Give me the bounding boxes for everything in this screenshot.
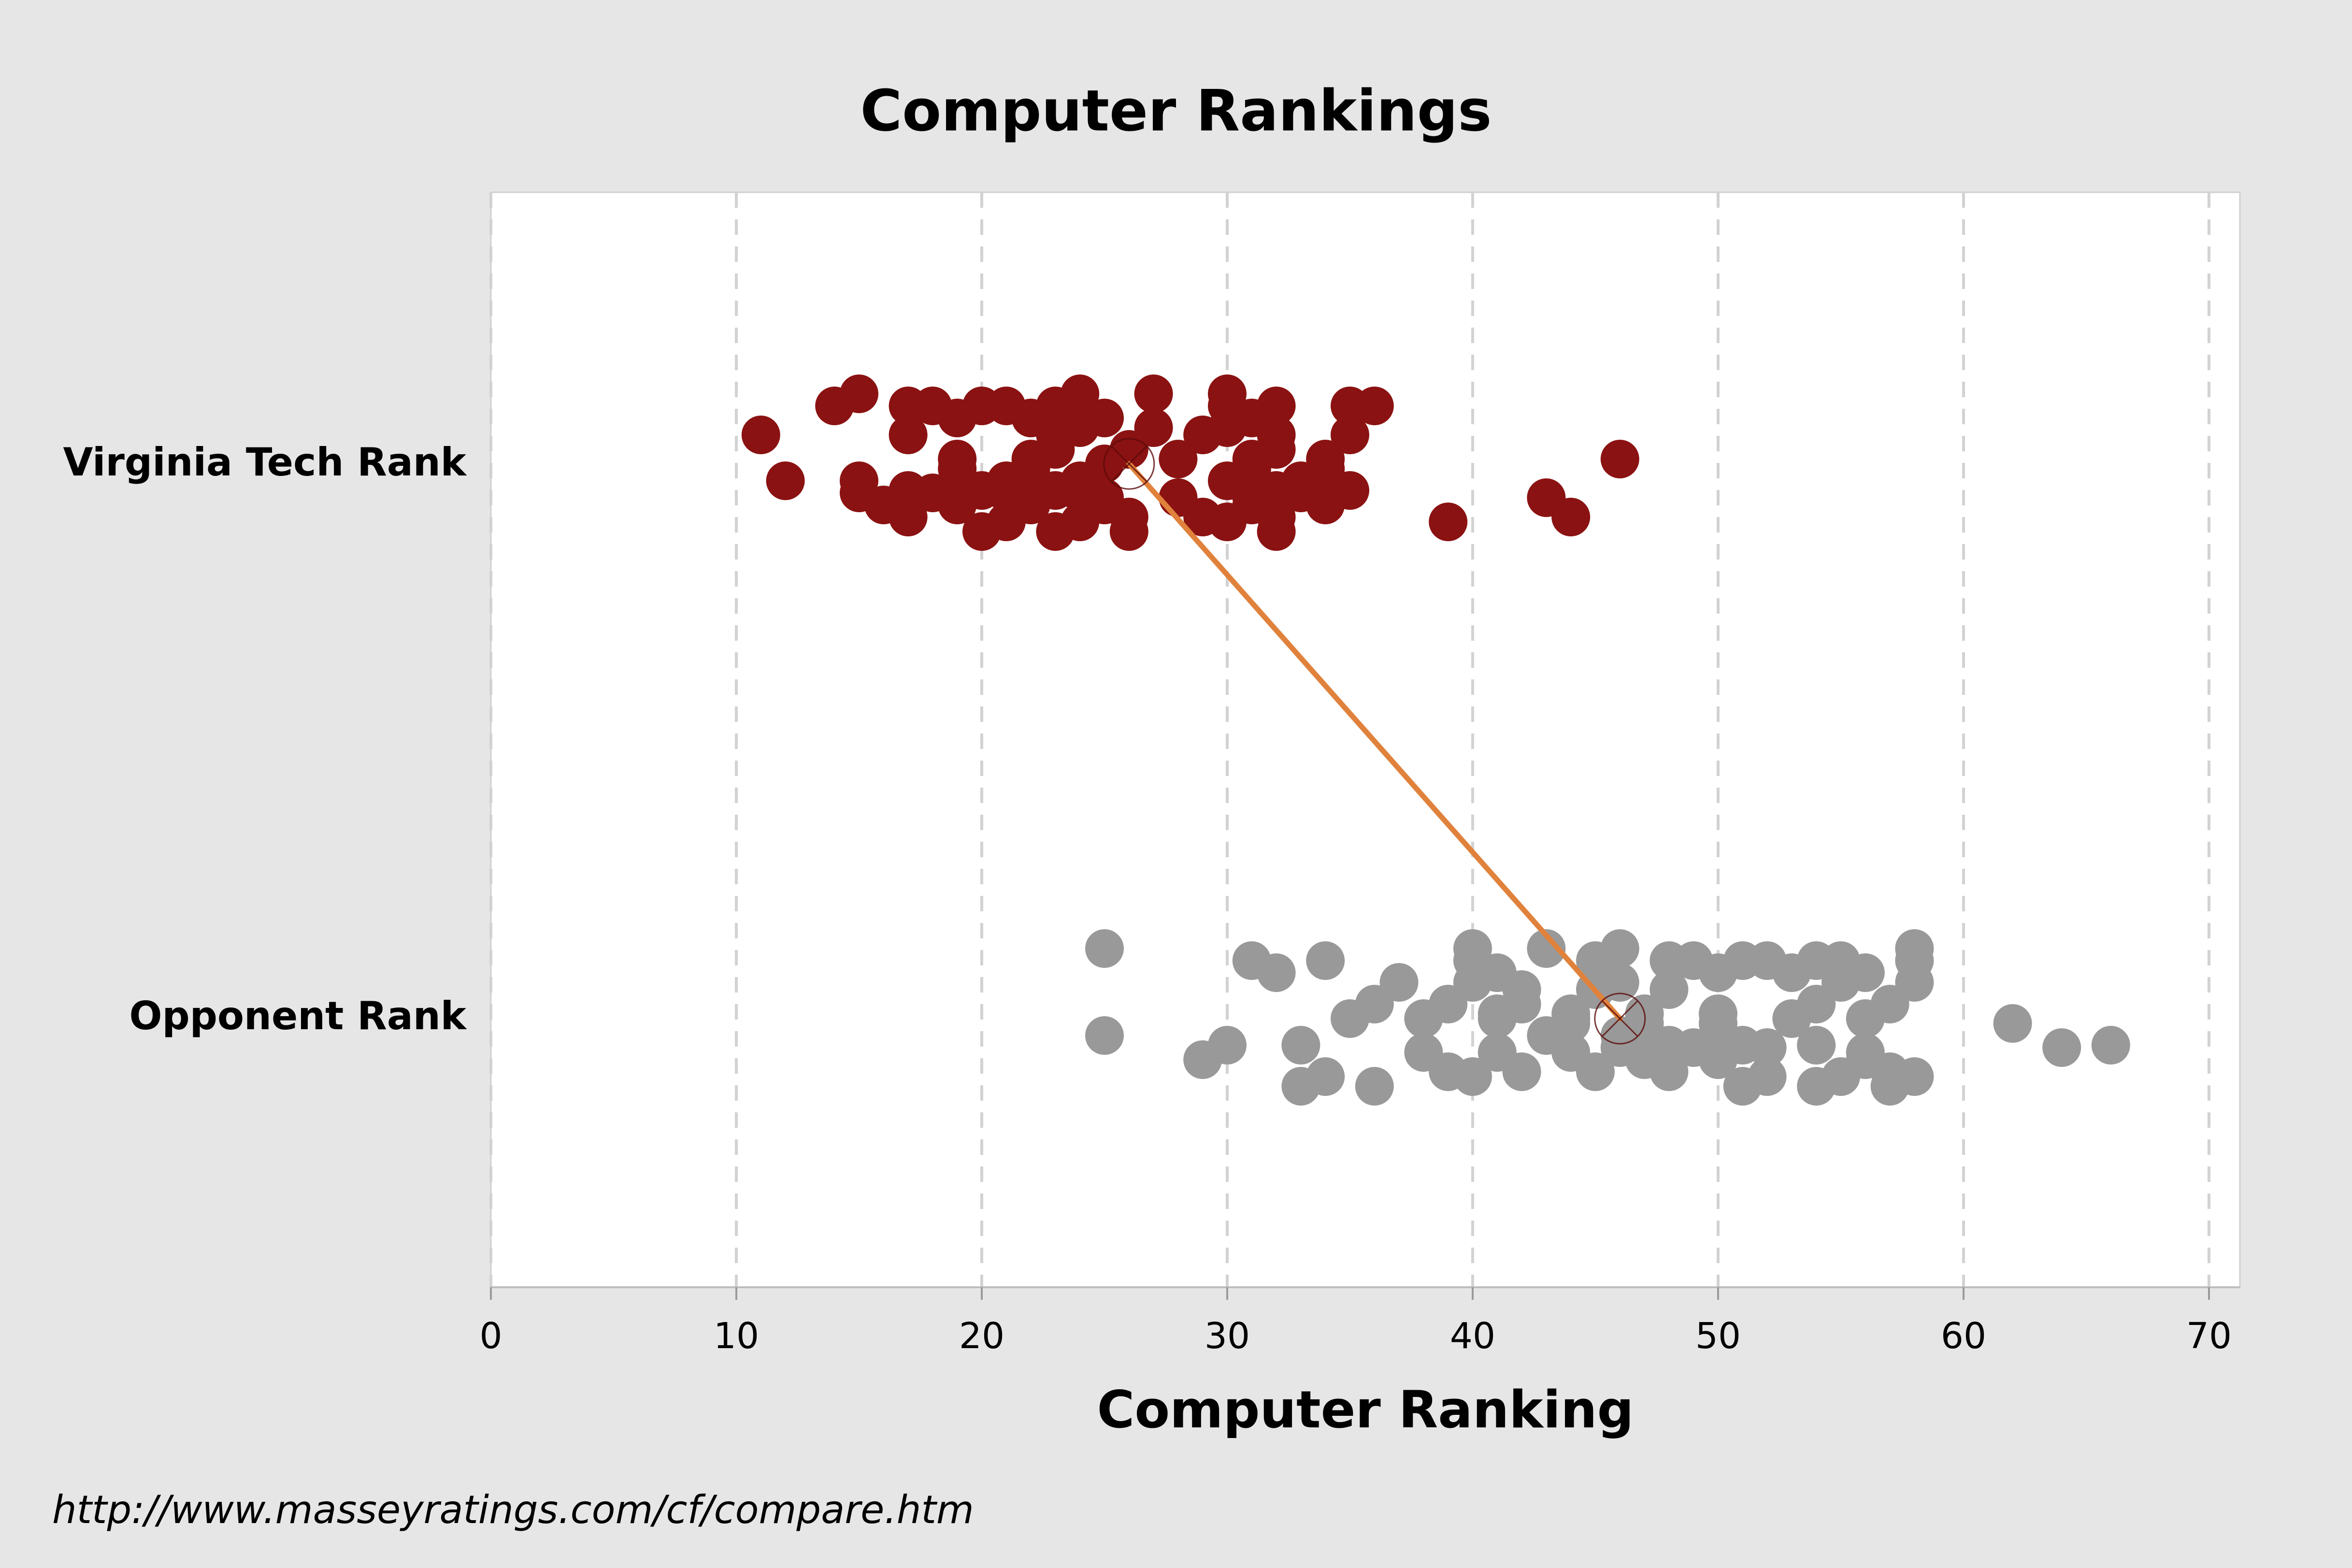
data-point [1208,1026,1247,1065]
mean-marker [1103,438,1155,490]
x-axis-title: Computer Ranking [1097,1380,1634,1439]
data-point [1257,953,1296,992]
data-point [938,440,977,478]
data-point [1257,387,1296,425]
data-point [1453,1057,1492,1096]
data-point [2042,1028,2081,1067]
x-tick-label: 0 [479,1315,502,1357]
data-point [1748,1057,1787,1096]
x-tick-label: 30 [1205,1315,1250,1357]
data-point [889,498,928,536]
x-axis-ticks: 0 10 20 30 40 50 60 70 [479,1287,2232,1357]
x-tick-label: 50 [1695,1315,1741,1357]
mean-marker [1594,993,1646,1045]
data-point [1895,1057,1934,1096]
data-point [1134,408,1173,447]
data-point [1895,941,1934,980]
data-point [1134,374,1173,413]
data-point [1331,471,1369,510]
data-point [840,461,878,500]
plot-area [490,191,2241,1288]
data-point [1649,970,1689,1009]
category-label-opponent: Opponent Rank [129,993,467,1038]
data-point [1109,512,1148,551]
data-point [1600,929,1639,968]
data-point [1085,929,1124,968]
data-point [1527,929,1566,968]
data-point [1551,999,1591,1038]
data-points [741,374,2130,1106]
data-point [1699,994,1737,1033]
data-point [1649,1052,1689,1091]
data-point [1551,498,1591,536]
chart-title: Computer Rankings [860,77,1492,144]
data-point [1429,503,1468,541]
data-point [889,416,928,454]
x-tick-label: 10 [714,1315,759,1357]
data-point [1502,985,1541,1023]
x-tick-label: 70 [2186,1315,2232,1357]
data-point [1159,440,1198,478]
data-point [2091,1026,2130,1065]
data-point [1355,1067,1394,1106]
data-point [1748,1028,1787,1067]
mean-connector [1103,438,1646,1045]
data-point [741,416,780,454]
data-point [1085,399,1124,437]
data-point [1846,953,1885,992]
data-point [1331,416,1369,454]
data-point [1502,1052,1541,1091]
source-url: http://www.masseyratings.com/cf/compare.… [52,1487,974,1532]
data-point [1600,440,1639,478]
data-point [1306,440,1345,478]
data-point [1797,1026,1836,1065]
data-point [1993,1004,2032,1043]
data-point [766,461,805,500]
data-point [1306,941,1345,980]
data-point [1306,1057,1345,1096]
data-point [1085,1016,1124,1055]
x-tick-label: 60 [1941,1315,1986,1357]
data-point [1600,963,1639,1002]
data-point [1257,430,1296,469]
x-tick-label: 20 [959,1315,1004,1357]
data-point [1061,374,1100,413]
x-tick-label: 40 [1450,1315,1495,1357]
data-point [840,374,878,413]
mean-connector-line [1126,461,1623,1021]
data-point [1379,963,1419,1002]
gridlines [489,192,2210,1287]
data-point [1281,1026,1320,1065]
data-point [1355,387,1394,425]
category-label-virginia-tech: Virginia Tech Rank [63,440,467,485]
data-point [1576,1052,1615,1091]
data-point [1257,512,1296,551]
